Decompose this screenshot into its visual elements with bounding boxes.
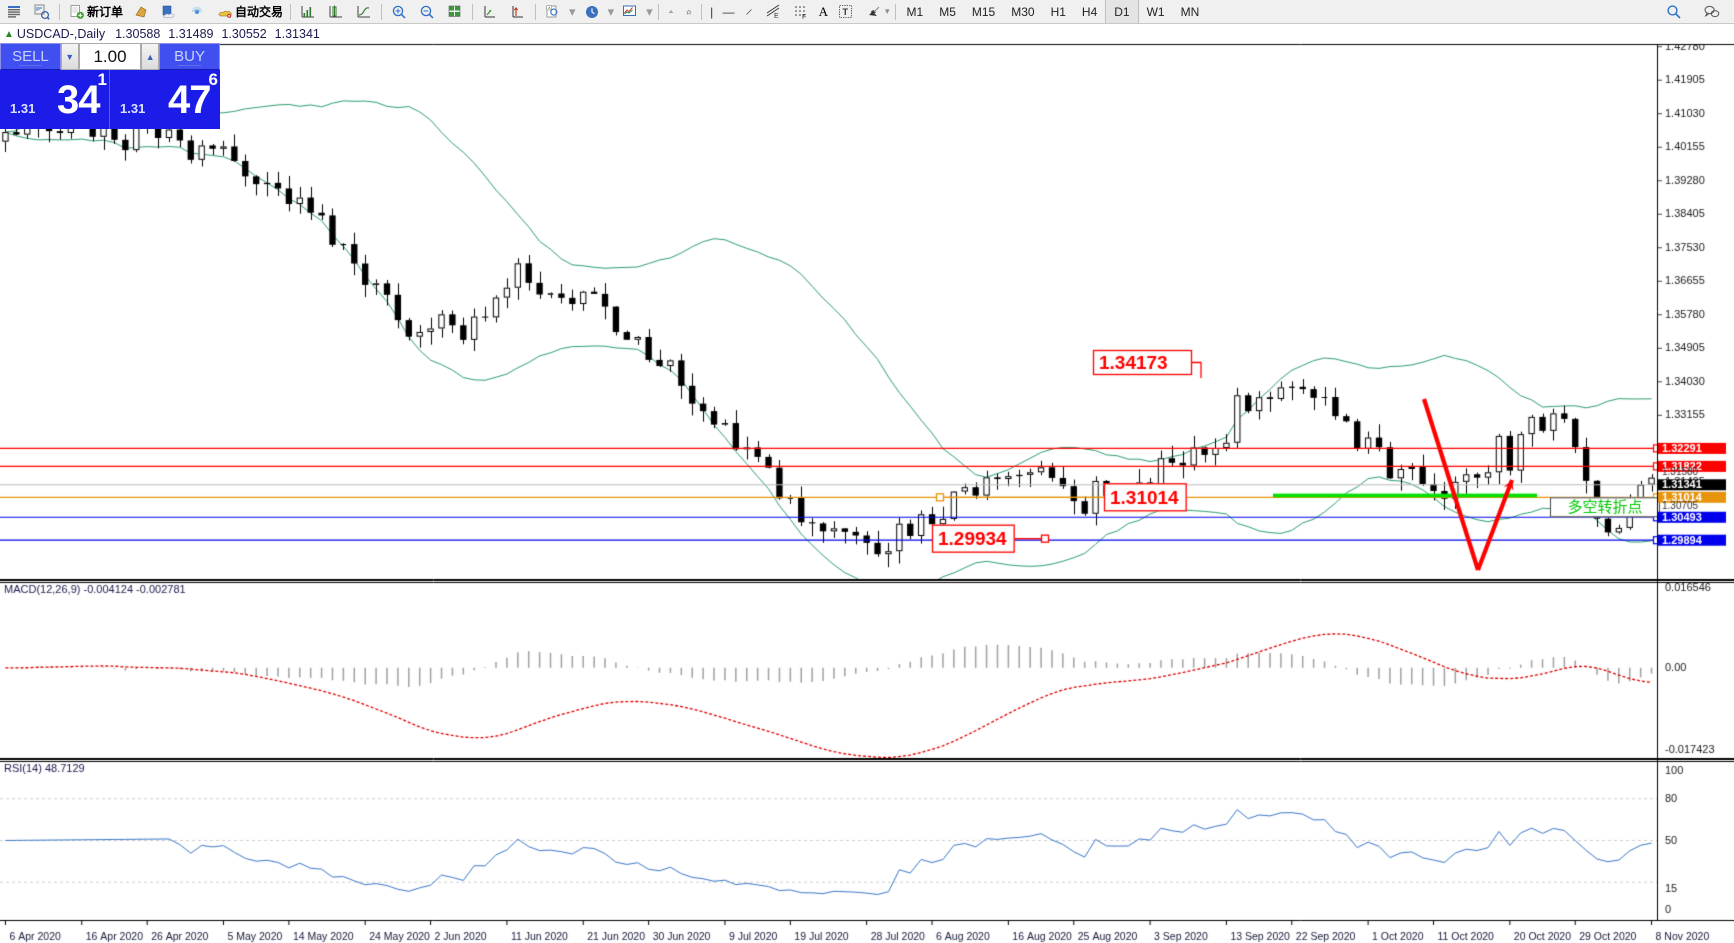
svg-text:F: F [802,14,806,20]
svg-text:E: E [774,13,779,20]
svg-text:T: T [843,7,849,17]
